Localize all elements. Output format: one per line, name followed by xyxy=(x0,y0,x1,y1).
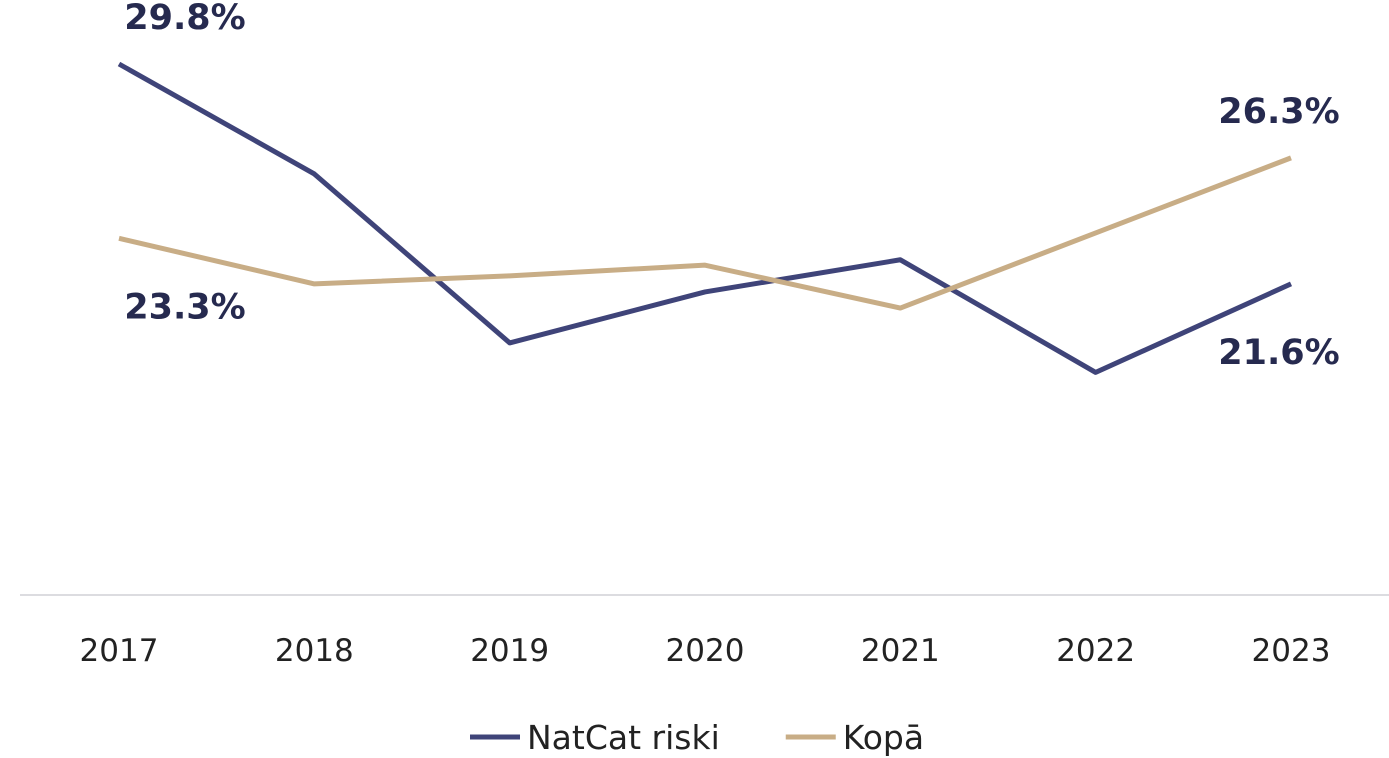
x-tick-label: 2020 xyxy=(666,633,745,669)
line-series xyxy=(118,155,1292,311)
x-tick-label: 2021 xyxy=(861,633,940,669)
line-series xyxy=(117,61,1293,375)
legend-label: Kopā xyxy=(843,718,924,757)
x-tick-label: 2023 xyxy=(1252,633,1331,669)
data-label: 29.8% xyxy=(124,0,245,38)
x-tick-label: 2018 xyxy=(275,633,354,669)
data-label: 23.3% xyxy=(124,287,245,327)
x-tick-label: 2022 xyxy=(1056,633,1135,669)
data-label: 26.3% xyxy=(1218,92,1339,132)
x-tick-label: 2017 xyxy=(80,633,159,669)
x-tick-label: 2019 xyxy=(470,633,549,669)
legend-label: NatCat riski xyxy=(527,718,720,757)
data-label: 21.6% xyxy=(1218,333,1339,373)
